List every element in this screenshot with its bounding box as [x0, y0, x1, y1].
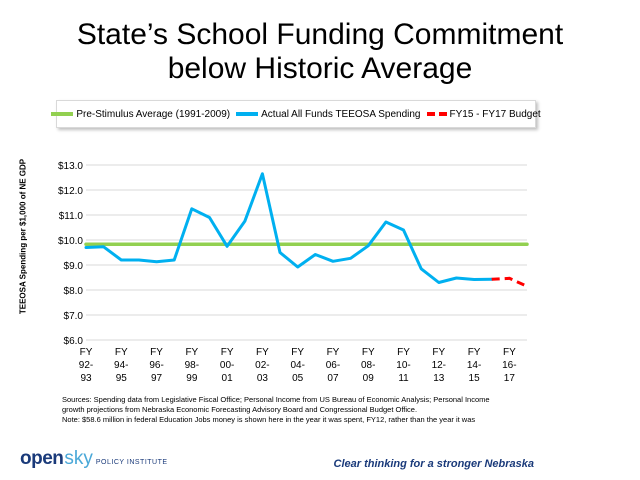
y-tick-labels: $6.0 $7.0 $8.0 $9.0 $10.0 $11.0 $12.0 $13.0 [58, 161, 83, 347]
x-tick-label: FY 08-09 [361, 347, 375, 384]
y-tick-label: $12.0 [58, 186, 83, 197]
legend-item-budget: FY15 - FY17 Budget [426, 108, 541, 120]
legend-label-average: Pre-Stimulus Average (1991-2009) [76, 108, 231, 120]
x-tick-label: FY 04-05 [290, 347, 304, 384]
y-tick-label: $6.0 [64, 336, 84, 347]
y-tick-label: $8.0 [64, 286, 84, 297]
legend-swatch-actual [236, 112, 259, 116]
series-lines [84, 172, 529, 288]
x-tick-label: FY 00-01 [220, 347, 234, 384]
logo-open-text: open [20, 448, 64, 469]
x-tick-label: FY 96-97 [149, 347, 163, 384]
y-tick-label: $11.0 [59, 211, 84, 222]
x-tick-labels: FY 92-93 FY 94-95 FY 96-97 FY 98-99 FY 00-01 FY 02-… [79, 347, 517, 384]
open-sky-logo: open sky POLICY INSTITUTE [20, 448, 168, 470]
grid-lines [86, 164, 527, 341]
logo-sky-text: sky [64, 448, 93, 469]
legend-label-actual: Actual All Funds TEEOSA Spending [261, 108, 421, 120]
x-tick-label: FY 92-93 [79, 347, 93, 384]
title-line-2: below Historic Average [167, 52, 473, 85]
y-tick-label: $9.0 [64, 261, 84, 272]
y-tick-label: $10.0 [58, 236, 83, 247]
y-tick-label: $7.0 [64, 311, 84, 322]
logo-institute-text: POLICY INSTITUTE [95, 459, 168, 466]
actual-spending-line [84, 172, 494, 284]
sources-line-3: Note: $58.6 million in federal Education… [62, 415, 476, 424]
legend-item-actual: Actual All Funds TEEOSA Spending [236, 108, 421, 120]
x-tick-label: FY 16-17 [502, 347, 516, 384]
sources-note: Sources: Spending data from Legislative … [62, 395, 562, 425]
y-tick-label: $13.0 [58, 161, 83, 172]
legend-swatch-average [51, 112, 74, 116]
tagline: Clear thinking for a stronger Nebraska [333, 458, 535, 470]
x-tick-label: FY 94-95 [114, 347, 128, 384]
budget-line [491, 276, 528, 288]
title-line-1: State’s School Funding Commitment [76, 18, 564, 51]
x-tick-label: FY 98-99 [185, 347, 199, 384]
sources-line-1: Sources: Spending data from Legislative … [62, 395, 490, 404]
x-tick-label: FY 02-03 [255, 347, 269, 384]
chart-legend: Pre-Stimulus Average (1991-2009) Actual … [51, 100, 541, 128]
legend-label-budget: FY15 - FY17 Budget [449, 108, 541, 120]
x-tick-label: FY 10-11 [396, 347, 410, 384]
x-tick-label: FY 14-15 [467, 347, 481, 384]
x-tick-label: FY 06-07 [326, 347, 340, 384]
x-tick-label: FY 12-13 [432, 347, 446, 384]
legend-swatch-budget [426, 112, 447, 116]
legend-item-average: Pre-Stimulus Average (1991-2009) [51, 109, 230, 120]
sources-line-2: growth projections from Nebraska Economi… [62, 405, 418, 414]
slide-title: State’s School Funding Commitment below … [0, 18, 640, 86]
